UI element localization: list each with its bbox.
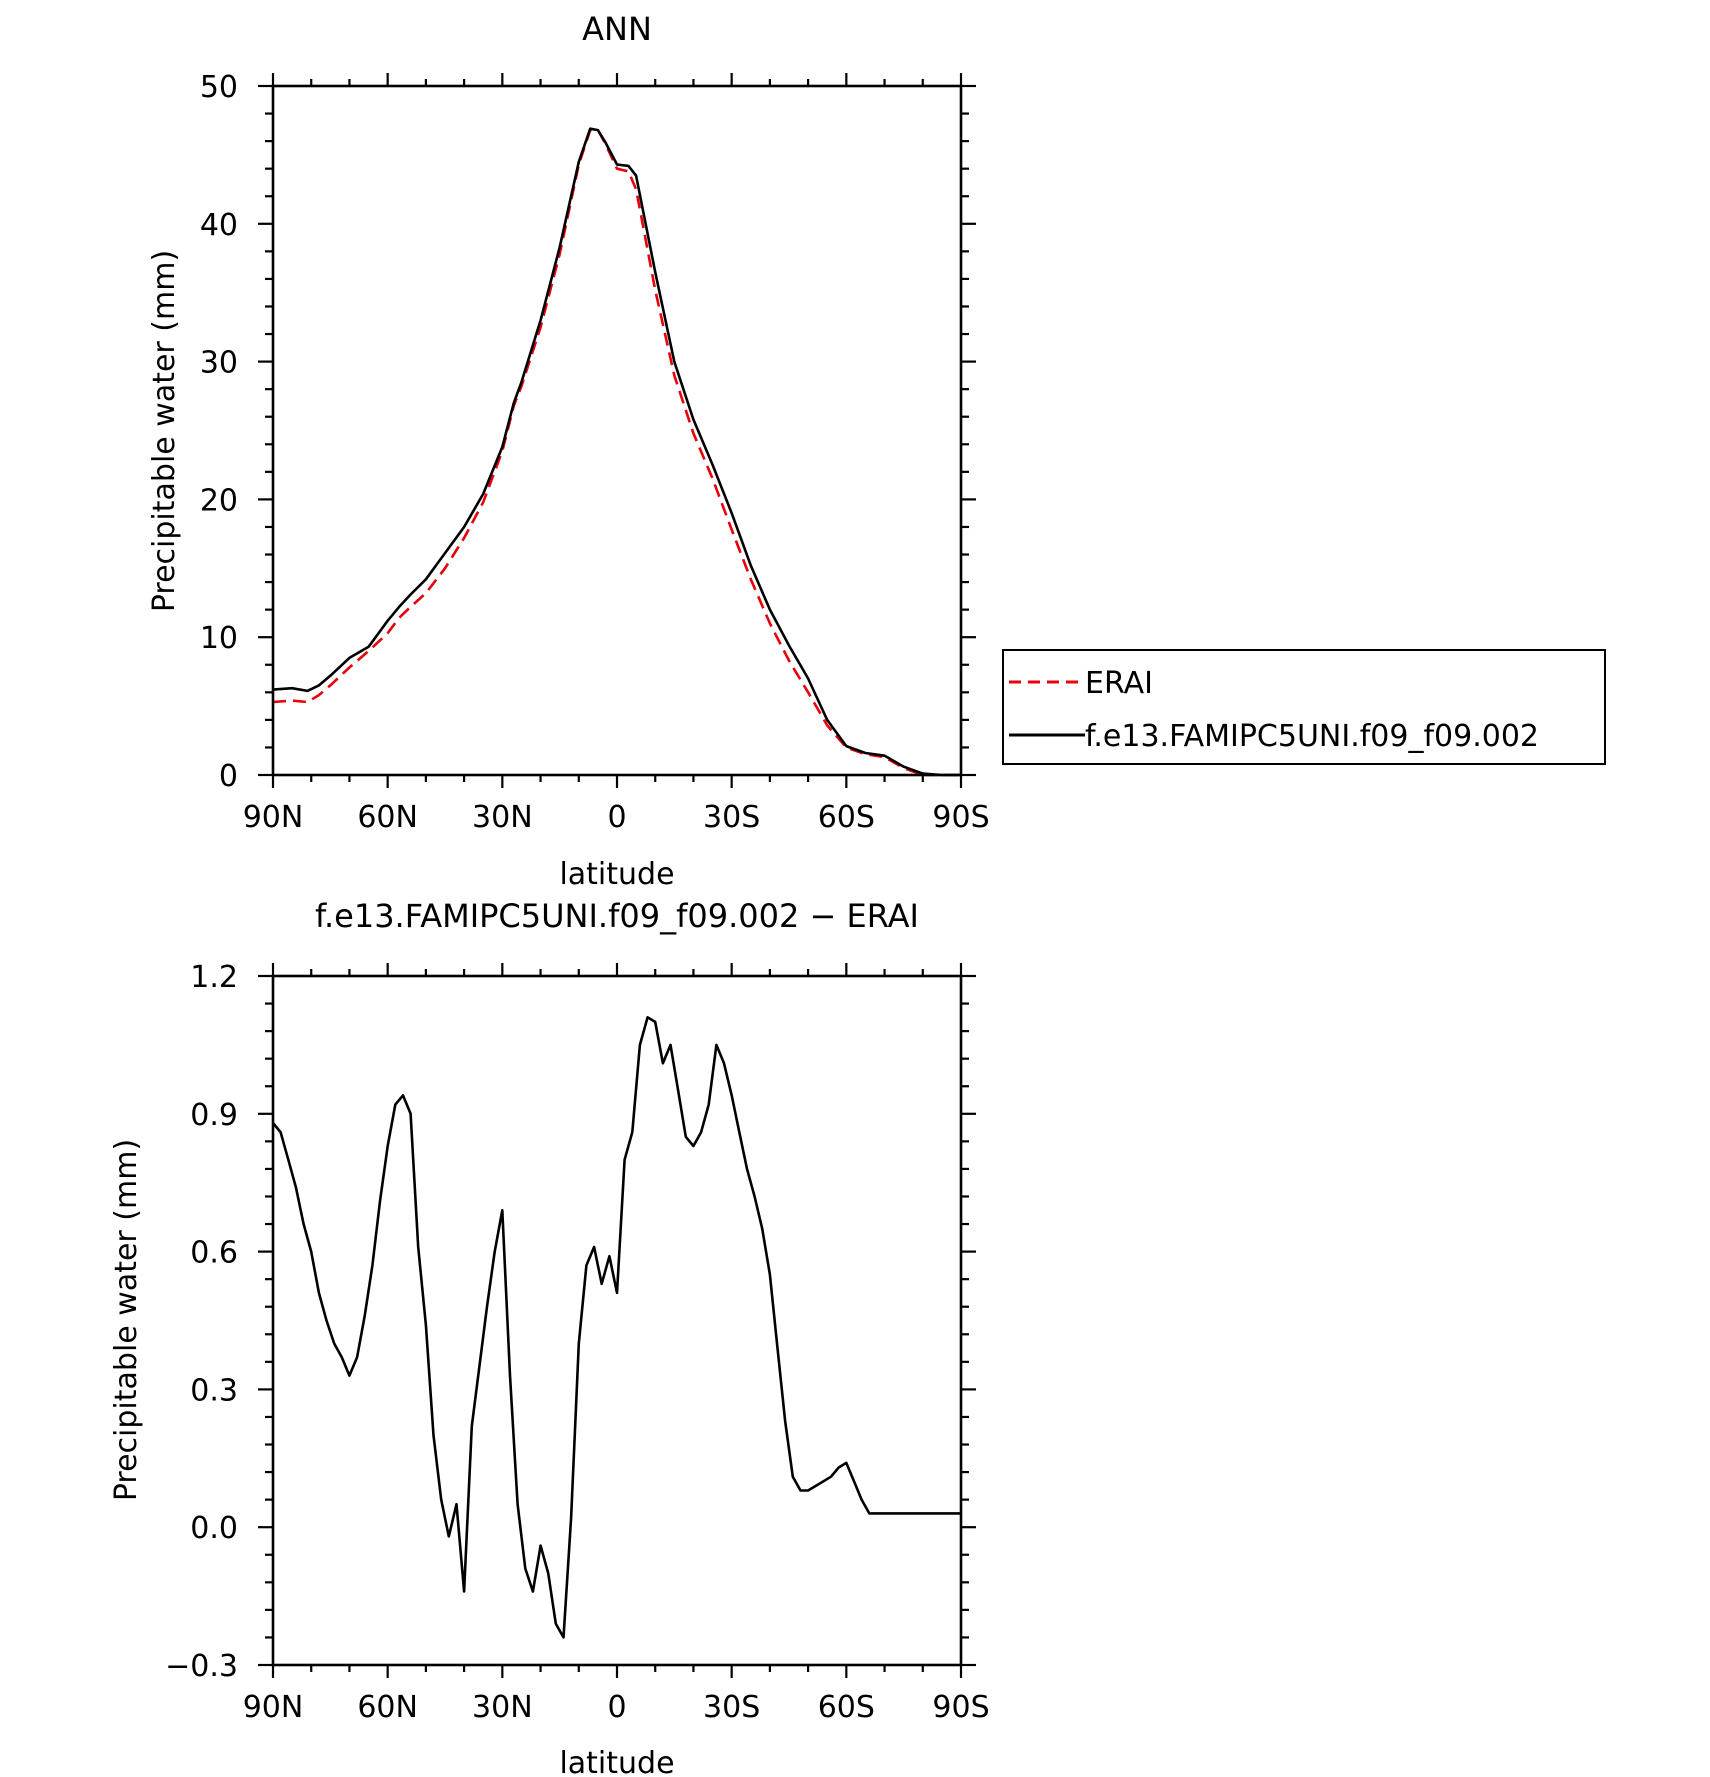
top-panel-x-tick-label: 60S: [818, 800, 875, 835]
top-panel-x-tick-label: 60N: [357, 800, 418, 835]
top-panel-frame: [271, 84, 963, 777]
bottom-panel-ticks: 90N 60N 30N 0 30S 60S 90S −0.3 0.0 0.3 0.6 0.9 1.2: [165, 960, 989, 1725]
bottom-panel-series-line-0: [271, 1015, 961, 1639]
top-panel-y-tick-label: 10: [200, 621, 238, 656]
top-panel-series-line-1: [272, 127, 961, 777]
top-panel-x-axis-label: latitude: [559, 857, 674, 892]
bottom-panel-y-tick-label: 0.6: [190, 1236, 238, 1271]
bottom-panel-x-tick-label: 0: [607, 1690, 626, 1725]
top-panel-y-tick-label: 0: [219, 759, 238, 794]
legend: ERAI f.e13.FAMIPC5UNI.f09_f09.002: [1002, 649, 1606, 765]
top-panel-ticks: 90N 60N 30N 0 30S 60S 90S 0 10 20 30 40 50: [200, 70, 990, 835]
bottom-panel-x-axis-label: latitude: [559, 1746, 674, 1777]
top-panel: ANN latitude Precipitable water (mm) 90N…: [147, 10, 990, 892]
bottom-panel-x-tick-label: 30S: [703, 1690, 760, 1725]
top-panel-y-tick-label: 30: [200, 346, 238, 381]
bottom-panel-y-tick-label: −0.3: [165, 1649, 238, 1684]
legend-label-model: f.e13.FAMIPC5UNI.f09_f09.002: [1085, 719, 1539, 754]
bottom-panel-y-tick-label: 0.0: [190, 1511, 238, 1546]
top-panel-x-tick-label: 90S: [932, 800, 989, 835]
bottom-panel: f.e13.FAMIPC5UNI.f09_f09.002 − ERAI lati…: [109, 897, 990, 1777]
top-panel-title: ANN: [582, 10, 652, 48]
bottom-panel-x-tick-label: 90N: [243, 1690, 304, 1725]
bottom-panel-frame: [271, 974, 963, 1667]
top-panel-series: [272, 127, 961, 777]
bottom-panel-y-tick-label: 0.3: [190, 1373, 238, 1408]
top-panel-x-tick-label: 0: [607, 800, 626, 835]
top-panel-y-tick-label: 40: [200, 208, 238, 243]
top-panel-series-line-0: [272, 128, 961, 777]
bottom-panel-y-tick-label: 1.2: [190, 960, 238, 995]
legend-label-erai: ERAI: [1085, 666, 1153, 701]
bottom-panel-y-tick-label: 0.9: [190, 1098, 238, 1133]
top-panel-y-tick-label: 50: [200, 70, 238, 105]
top-panel-y-axis-label: Precipitable water (mm): [147, 250, 182, 612]
bottom-panel-title: f.e13.FAMIPC5UNI.f09_f09.002 − ERAI: [315, 897, 919, 935]
top-panel-y-tick-label: 20: [200, 483, 238, 518]
bottom-panel-series: [271, 1015, 961, 1639]
bottom-panel-x-tick-label: 60S: [818, 1690, 875, 1725]
bottom-panel-x-tick-label: 90S: [932, 1690, 989, 1725]
bottom-panel-y-axis-label: Precipitable water (mm): [109, 1139, 144, 1501]
top-panel-x-tick-label: 30S: [703, 800, 760, 835]
top-panel-x-tick-label: 90N: [243, 800, 304, 835]
bottom-panel-x-tick-label: 60N: [357, 1690, 418, 1725]
bottom-panel-x-tick-label: 30N: [472, 1690, 533, 1725]
legend-box: [1002, 649, 1606, 765]
top-panel-x-tick-label: 30N: [472, 800, 533, 835]
